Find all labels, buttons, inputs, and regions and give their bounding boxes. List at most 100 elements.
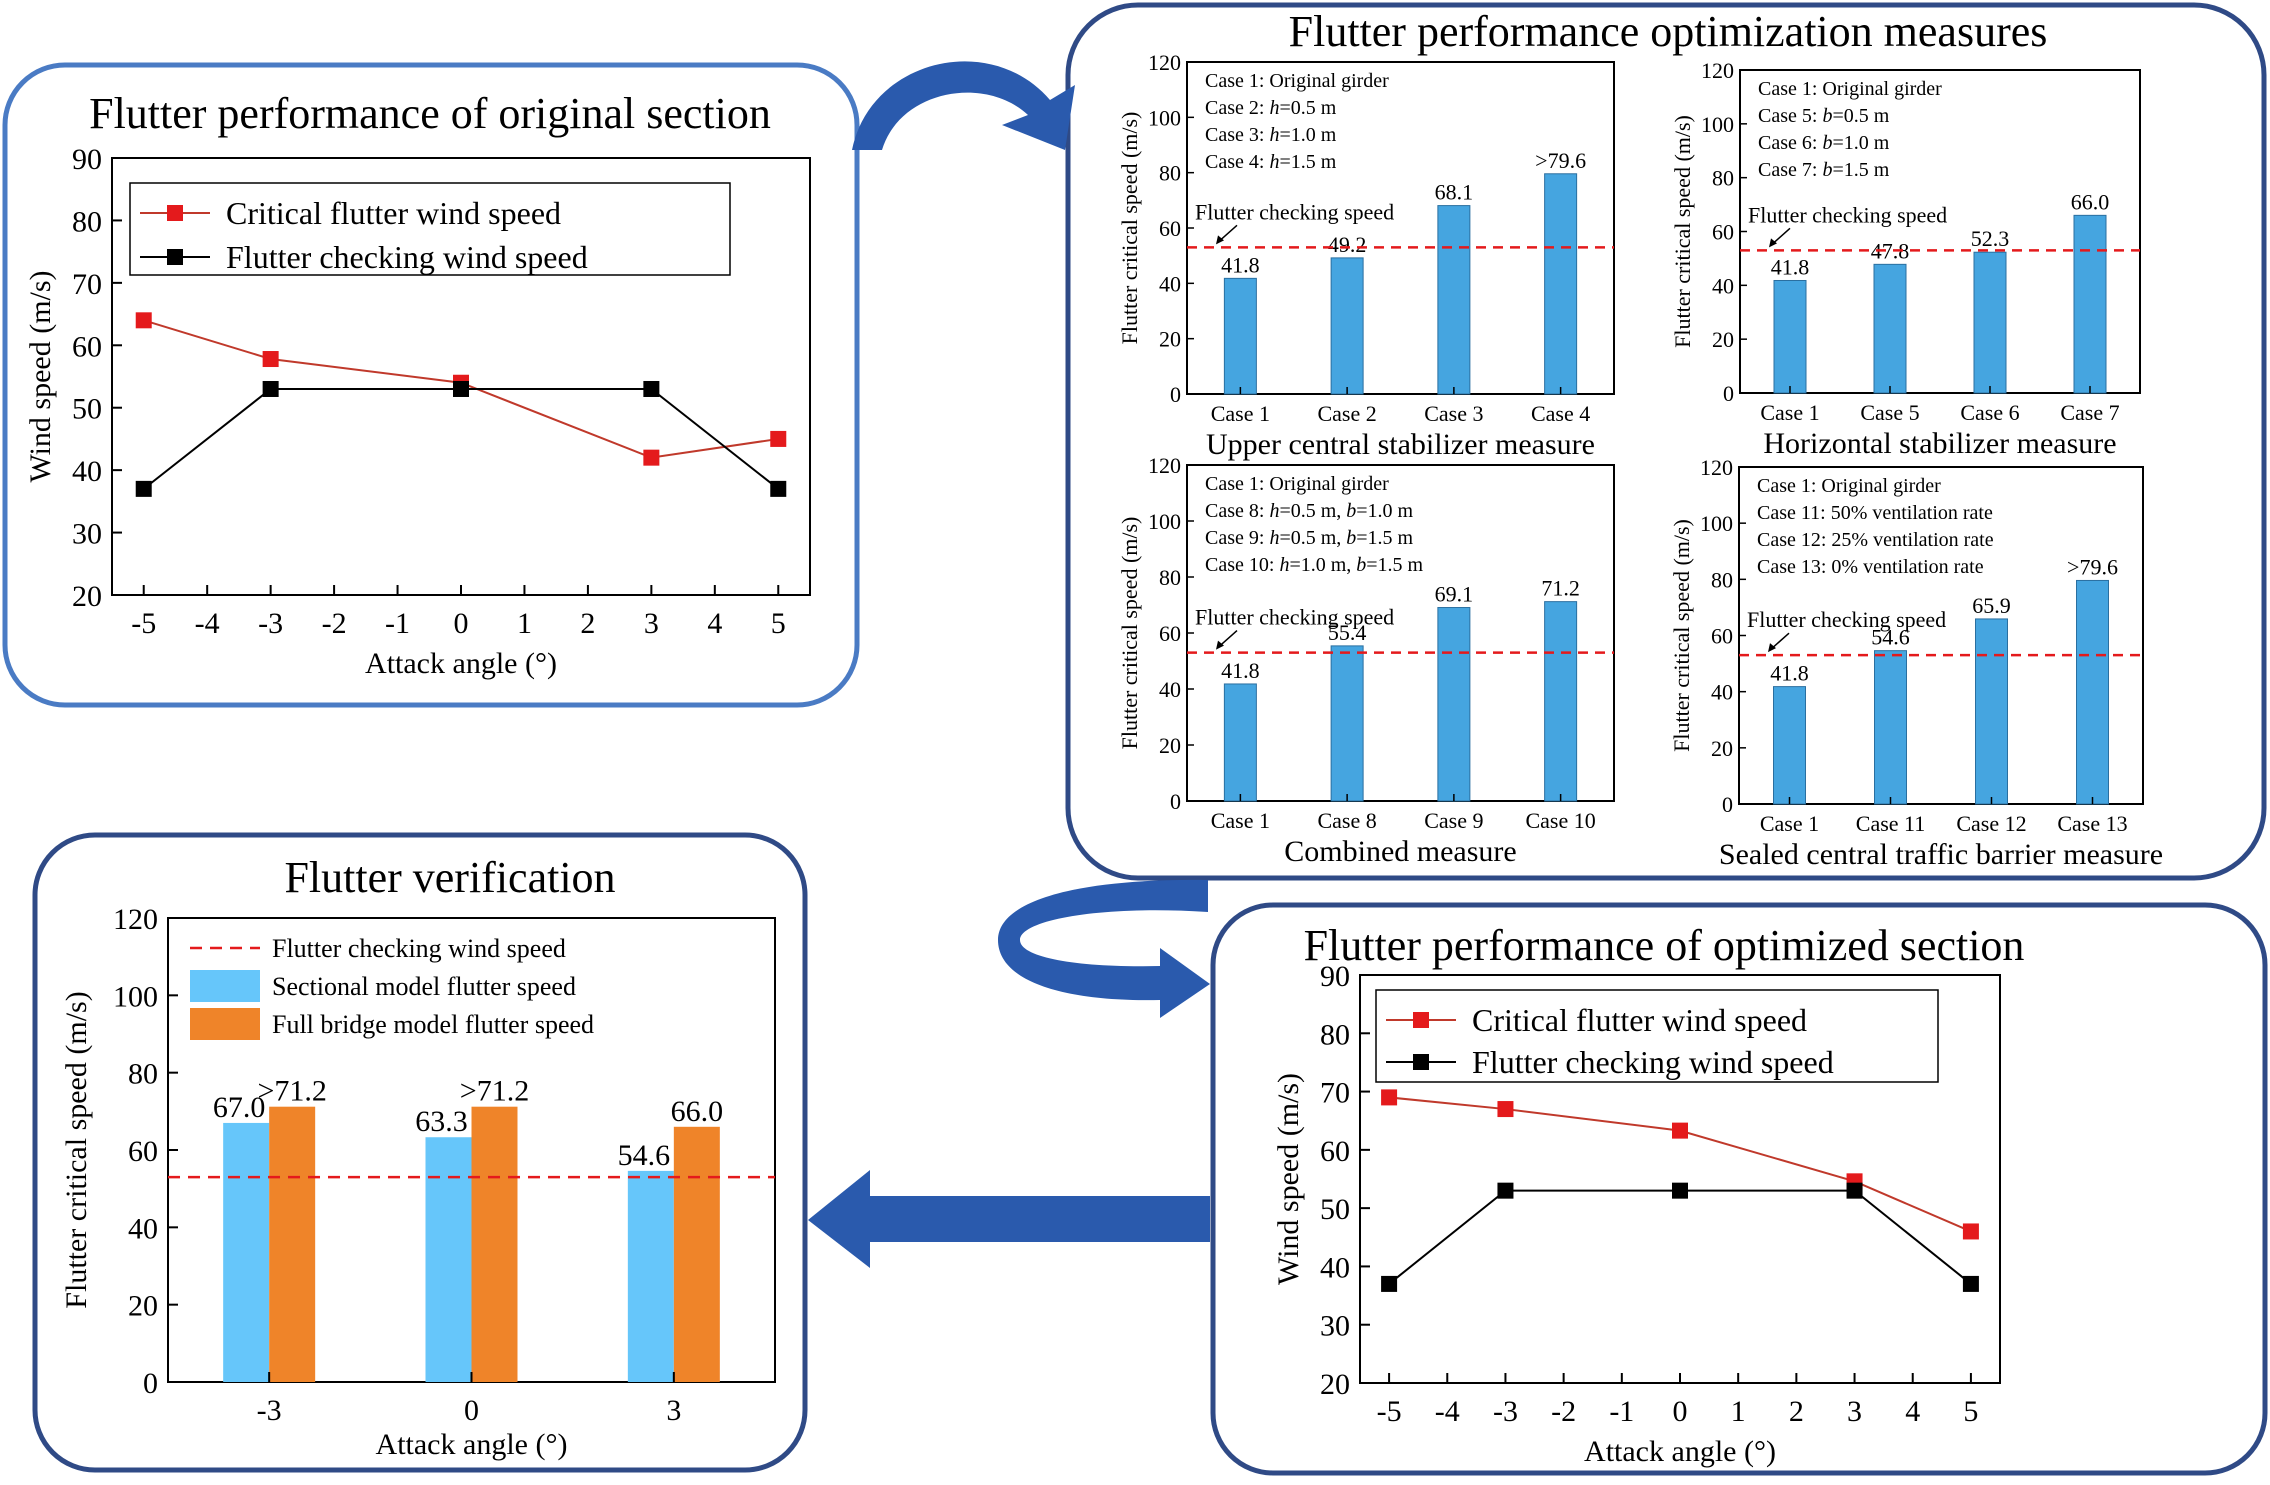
legend-label: Sectional model flutter speed <box>272 972 576 1001</box>
chart-horizontal-stabilizer: 0 20 40 60 80 100 120 Flutter critical speed (m… <box>1670 58 2141 460</box>
case-note: Case 9: h=0.5 m, b=1.5 m <box>1205 527 1414 549</box>
y-tick-label: 100 <box>1701 112 1734 137</box>
y-tick-label: 20 <box>1320 1368 1350 1401</box>
panel-verification-title: Flutter verification <box>284 853 615 902</box>
y-tick-label: 40 <box>1712 273 1734 298</box>
bar-value-label: 68.1 <box>1435 180 1474 205</box>
x-tick-label: 2 <box>580 607 595 640</box>
data-point <box>1381 1089 1398 1106</box>
x-tick-label: Case 1 <box>1760 400 1819 425</box>
legend-label: Flutter checking wind speed <box>226 239 588 275</box>
y-tick-label: 120 <box>1701 58 1734 83</box>
bar <box>1223 683 1257 802</box>
data-point <box>1497 1101 1514 1118</box>
case-note: Case 3: h=1.0 m <box>1205 124 1337 146</box>
x-tick-label: 1 <box>1731 1395 1746 1428</box>
legend-box <box>1375 989 1939 1083</box>
x-tick-label: -4 <box>195 607 220 640</box>
case-note: Case 1: Original girder <box>1757 475 1941 497</box>
panel-verification-frame <box>32 832 808 1473</box>
y-tick-label: 80 <box>1711 567 1733 592</box>
data-point <box>135 480 152 497</box>
x-tick-label: 5 <box>771 607 786 640</box>
y-tick-label: 70 <box>72 268 102 301</box>
bar <box>1437 607 1471 802</box>
legend-label: Critical flutter wind speed <box>226 195 561 231</box>
x-tick-label: Case 13 <box>2057 811 2127 836</box>
bar-value-label: 41.8 <box>1221 252 1260 277</box>
checking-arrow-head <box>1769 238 1777 248</box>
legend: Critical flutter wind speed Flutter check… <box>129 182 731 276</box>
x-tick-label: -4 <box>1435 1395 1460 1428</box>
y-tick-label: 80 <box>1159 565 1181 590</box>
bar <box>1975 618 2008 805</box>
bar <box>2073 214 2107 394</box>
bar <box>269 1106 316 1382</box>
y-tick-label: 80 <box>1712 166 1734 191</box>
legend-label: Critical flutter wind speed <box>1472 1002 1807 1038</box>
checking-arrow-line <box>1771 227 1791 245</box>
bar-value-label: 41.8 <box>1771 254 1810 279</box>
y-tick-label: 20 <box>1159 733 1181 758</box>
x-axis-label: Attack angle (°) <box>1584 1435 1776 1468</box>
bar <box>1330 257 1364 395</box>
y-tick-label: 90 <box>72 143 102 176</box>
legend-marker <box>1413 1012 1429 1028</box>
y-tick-label: 60 <box>72 330 102 363</box>
x-tick-label: Case 1 <box>1211 808 1270 833</box>
legend-marker <box>167 205 183 221</box>
y-axis-label: Wind speed (m/s) <box>24 270 57 482</box>
y-axis-label: Flutter critical speed (m/s) <box>1117 112 1142 345</box>
y-tick-label: 60 <box>1712 220 1734 245</box>
data-point <box>643 449 660 466</box>
y-tick-label: 70 <box>1320 1077 1350 1110</box>
data-point <box>643 380 660 397</box>
y-tick-label: 60 <box>1159 621 1181 646</box>
checking-arrow-head <box>1216 640 1224 650</box>
chart-subtitle: Upper central stabilizer measure <box>1206 428 1595 461</box>
case-note: Case 1: Original girder <box>1205 70 1389 92</box>
chart-subtitle: Sealed central traffic barrier measure <box>1719 838 2163 871</box>
y-tick-label: 50 <box>1320 1193 1350 1226</box>
y-tick-label: 40 <box>1159 677 1181 702</box>
y-tick-label: 40 <box>72 455 102 488</box>
bar-value-label: >79.6 <box>2067 554 2118 579</box>
y-tick-label: 100 <box>1148 509 1181 534</box>
x-tick-label: 4 <box>1905 1395 1920 1428</box>
x-tick-label: Case 8 <box>1317 808 1376 833</box>
y-tick-label: 60 <box>1320 1135 1350 1168</box>
arrow-to-verification <box>808 1170 1210 1268</box>
panel-optimization-title: Flutter performance optimization measure… <box>1289 7 2048 56</box>
y-tick-label: 50 <box>72 393 102 426</box>
panel-optimized-frame <box>1210 902 2268 1476</box>
panel-optimized-title: Flutter performance of optimized section <box>1304 921 2025 970</box>
x-tick-label: Case 10 <box>1525 808 1595 833</box>
data-point <box>262 351 279 368</box>
chart-subtitle: Combined measure <box>1284 835 1516 868</box>
y-tick-label: 0 <box>1170 382 1181 407</box>
y-tick-label: 120 <box>1148 453 1181 478</box>
bar <box>1330 645 1364 802</box>
data-point <box>1381 1275 1398 1292</box>
bar-value-label: 41.8 <box>1221 658 1260 683</box>
x-tick-label: -3 <box>258 607 283 640</box>
bar <box>1973 251 2007 394</box>
y-tick-label: 30 <box>72 518 102 551</box>
y-axis-label: Flutter critical speed (m/s) <box>1669 519 1694 752</box>
data-point <box>1672 1182 1688 1199</box>
panel-optimization-frame <box>1065 2 2267 881</box>
bar <box>425 1137 472 1382</box>
y-tick-label: 80 <box>1159 161 1181 186</box>
x-tick-label: 4 <box>707 607 722 640</box>
x-tick-label: 0 <box>454 607 469 640</box>
x-tick-label: -1 <box>1609 1395 1634 1428</box>
bar-value-label: 67.0 <box>213 1091 266 1124</box>
case-note: Case 13: 0% ventilation rate <box>1757 556 1984 578</box>
chart-sealed-barrier: 0 20 40 60 80 100 120 Flutter critical speed (m… <box>1669 455 2163 871</box>
x-tick-label: Case 6 <box>1960 400 2019 425</box>
y-tick-label: 120 <box>113 903 158 936</box>
x-tick-label: 3 <box>1847 1395 1862 1428</box>
y-tick-label: 0 <box>143 1367 158 1400</box>
case-note: Case 7: b=1.5 m <box>1758 159 1890 181</box>
bar <box>1223 277 1257 395</box>
